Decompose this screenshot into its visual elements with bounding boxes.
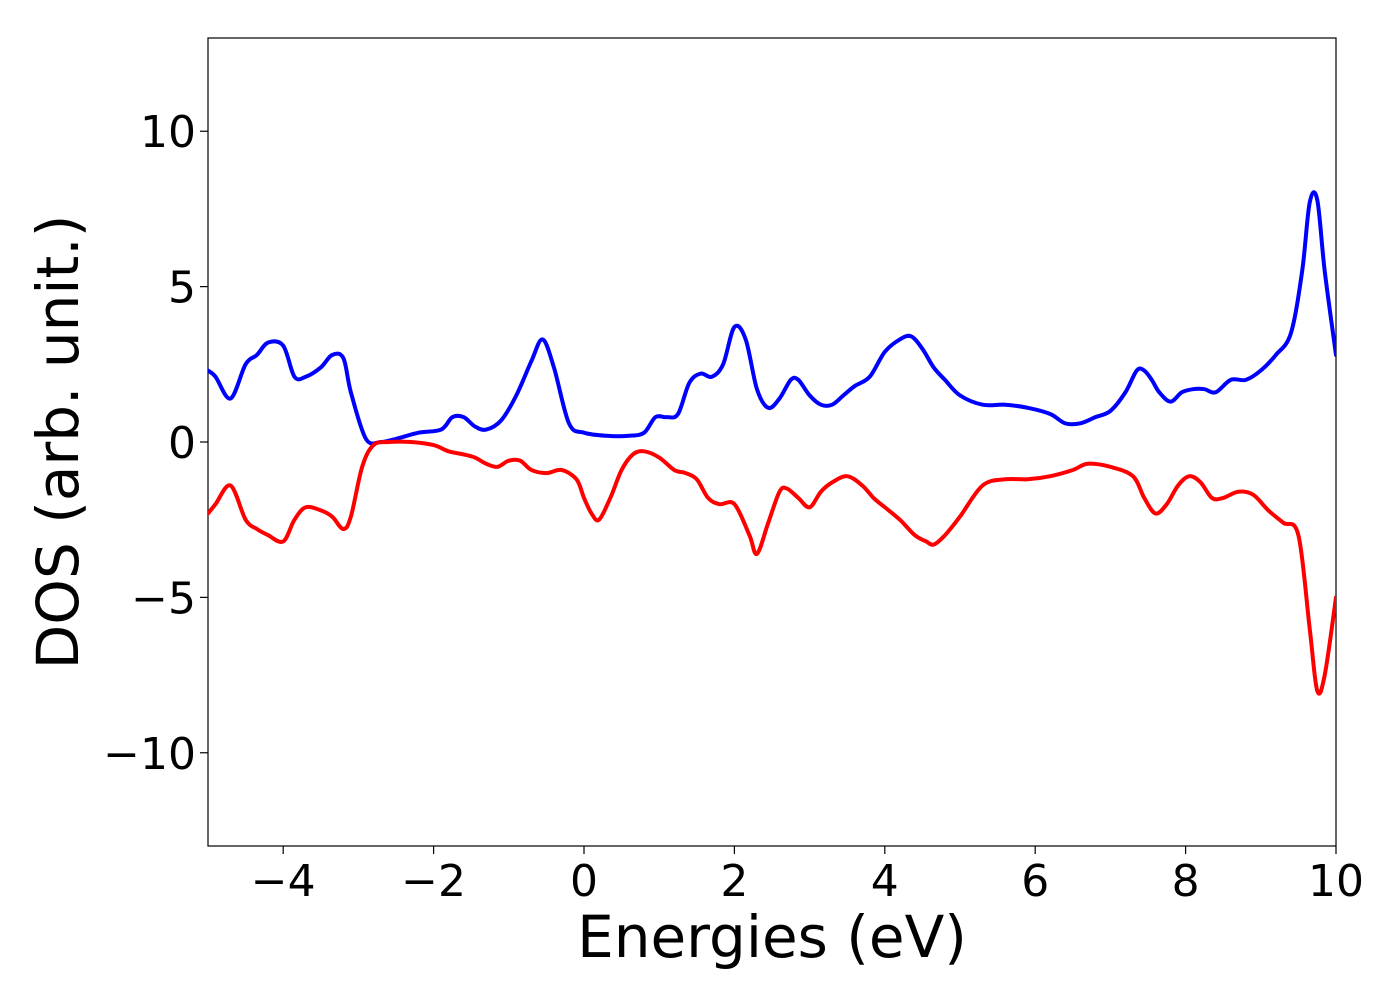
x-tick-label: −4	[251, 856, 316, 907]
series-layer	[208, 190, 1336, 696]
x-tick-label: 2	[720, 856, 748, 907]
y-tick-label: −5	[131, 573, 196, 624]
y-tick-label: 5	[168, 263, 196, 314]
x-tick-label: 0	[570, 856, 598, 907]
x-axis-label: Energies (eV)	[577, 903, 967, 971]
tick-layer: −4 −2 0 2 4 6 8 10 −10 −5 0 5 10	[103, 107, 1364, 907]
y-tick-label: 0	[168, 418, 196, 469]
x-tick-label: −2	[401, 856, 466, 907]
x-tick-label: 6	[1021, 856, 1049, 907]
x-tick-label: 10	[1308, 856, 1364, 907]
x-tick-label: 8	[1172, 856, 1200, 907]
y-tick-label: −10	[103, 729, 196, 780]
y-axis-label: DOS (arb. unit.)	[24, 215, 92, 670]
series-line-spin-down	[208, 439, 1336, 696]
x-tick-label: 4	[871, 856, 899, 907]
y-tick-label: 10	[140, 107, 196, 158]
